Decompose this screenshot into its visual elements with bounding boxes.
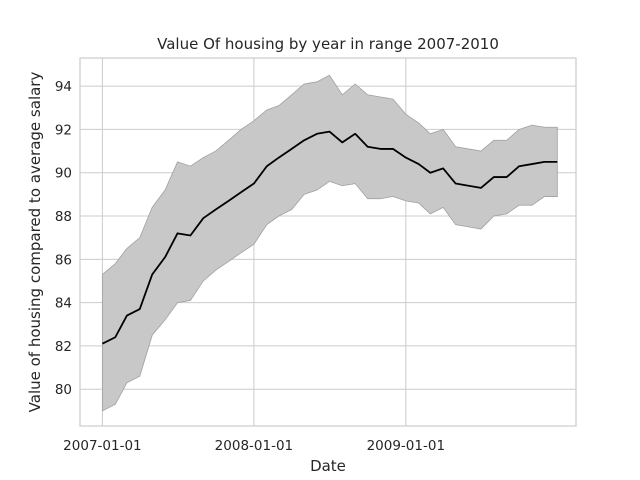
x-axis-label: Date [310,457,346,475]
band-area [102,74,558,412]
y-tick-label: 82 [55,339,72,355]
x-tick-label: 2009-01-01 [367,438,445,454]
chart-title: Value Of housing by year in range 2007-2… [157,35,499,53]
confidence-band [102,74,558,412]
mean-line [102,130,558,345]
x-axis-ticks: 2007-01-01 2008-01-01 2009-01-01 [63,438,445,454]
y-tick-label: 92 [55,122,72,138]
y-tick-label: 80 [55,382,72,398]
y-axis-ticks: 80 82 84 86 88 90 92 94 [55,79,72,398]
y-tick-label: 94 [55,79,72,95]
x-tick-label: 2007-01-01 [63,438,141,454]
y-tick-label: 90 [55,166,72,182]
x-tick-label: 2008-01-01 [215,438,293,454]
y-axis-label: Value of housing compared to average sal… [26,72,44,413]
y-tick-label: 86 [55,252,72,268]
y-tick-label: 84 [55,296,72,312]
mean-series-line [102,130,558,345]
y-tick-label: 88 [55,209,72,225]
